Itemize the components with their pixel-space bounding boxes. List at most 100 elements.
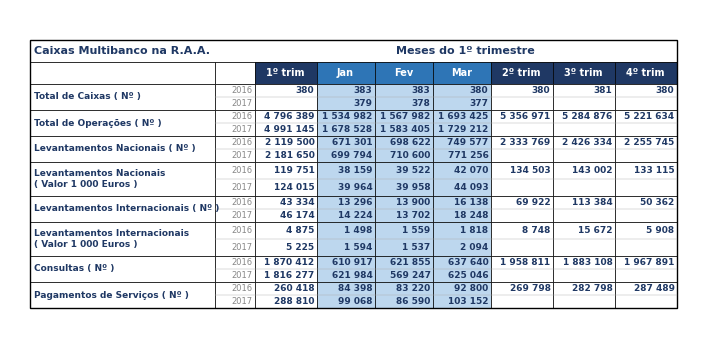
Text: 1 537: 1 537 [402,243,431,252]
Text: 18 248: 18 248 [454,211,489,220]
Bar [215,84,254,110]
Bar [614,84,676,110]
Bar [254,222,316,256]
Bar [491,256,553,282]
Bar [374,136,433,162]
Text: 119 751: 119 751 [274,166,314,175]
Bar [614,282,676,308]
Text: 1 870 412: 1 870 412 [264,258,314,267]
Text: 637 640: 637 640 [448,258,489,267]
Bar [553,282,614,308]
Text: Levantamentos Internacionais
( Valor 1 000 Euros ): Levantamentos Internacionais ( Valor 1 0… [33,229,189,249]
Text: 5 908: 5 908 [647,226,674,235]
Text: 2 333 769: 2 333 769 [501,138,551,147]
Text: 1 559: 1 559 [402,226,431,235]
Text: Levantamentos Nacionais ( Nº ): Levantamentos Nacionais ( Nº ) [33,144,195,153]
Bar [491,110,553,136]
Bar [553,222,614,256]
Text: 2016: 2016 [232,226,253,235]
Text: 5 225: 5 225 [287,243,314,252]
Text: 282 798: 282 798 [572,284,613,293]
Bar [316,62,374,84]
Text: 2017: 2017 [232,271,253,280]
Text: 2016: 2016 [232,166,253,175]
Text: 39 964: 39 964 [337,183,373,192]
Text: 39 522: 39 522 [396,166,431,175]
Text: 2016: 2016 [232,258,253,267]
Text: 2017: 2017 [232,125,253,134]
Text: 381: 381 [594,86,613,95]
Text: 4 875: 4 875 [286,226,314,235]
Bar [30,256,215,282]
Bar [614,62,676,84]
Text: 2 181 650: 2 181 650 [265,151,314,160]
Text: Consultas ( Nº ): Consultas ( Nº ) [33,264,114,274]
Text: 43 334: 43 334 [280,198,314,207]
Text: 1 567 982: 1 567 982 [381,112,431,121]
Text: Meses do 1º trimestre: Meses do 1º trimestre [396,46,535,56]
Bar [316,256,374,282]
Text: 2017: 2017 [232,183,253,192]
Bar [30,40,676,62]
Text: Levantamentos Internacionais ( Nº ): Levantamentos Internacionais ( Nº ) [33,205,219,214]
Bar [553,62,614,84]
Bar [254,84,316,110]
Bar [215,110,254,136]
Text: Mar: Mar [451,68,472,78]
Bar [553,84,614,110]
Bar [491,282,553,308]
Text: 124 015: 124 015 [274,183,314,192]
Text: 3º trim: 3º trim [564,68,603,78]
Text: 84 398: 84 398 [338,284,373,293]
Bar [614,110,676,136]
Bar [433,222,491,256]
Text: 113 384: 113 384 [572,198,613,207]
Text: 380: 380 [470,86,489,95]
Bar [316,282,374,308]
Bar [433,256,491,282]
Text: 1 534 982: 1 534 982 [322,112,373,121]
Bar [254,282,316,308]
Text: 710 600: 710 600 [390,151,431,160]
Text: 378: 378 [412,99,431,108]
Bar [491,162,553,196]
Text: 377: 377 [469,99,489,108]
Bar [614,196,676,222]
Text: 2017: 2017 [232,211,253,220]
Bar [553,110,614,136]
Bar [30,84,215,110]
Bar [433,62,491,84]
Text: Pagamentos de Serviços ( Nº ): Pagamentos de Serviços ( Nº ) [33,291,189,300]
Bar [316,162,374,196]
Text: 2017: 2017 [232,243,253,252]
Text: 2 255 745: 2 255 745 [624,138,674,147]
Bar [30,282,215,308]
Text: 671 301: 671 301 [332,138,373,147]
Bar [254,256,316,282]
Bar [316,110,374,136]
Text: 13 296: 13 296 [338,198,373,207]
Text: 2016: 2016 [232,86,253,95]
Bar [433,110,491,136]
Text: 287 489: 287 489 [633,284,674,293]
Text: 2 094: 2 094 [460,243,489,252]
Bar [254,110,316,136]
Text: 1 594: 1 594 [344,243,373,252]
Bar [30,136,215,162]
Bar [215,196,254,222]
Bar [553,256,614,282]
Bar [614,256,676,282]
Text: 2016: 2016 [232,198,253,207]
Bar [30,62,215,84]
Text: 4 796 389: 4 796 389 [264,112,314,121]
Text: 50 362: 50 362 [640,198,674,207]
Text: 2017: 2017 [232,297,253,306]
Bar [30,162,215,196]
Text: 1 958 811: 1 958 811 [501,258,551,267]
Text: 99 068: 99 068 [338,297,373,306]
Text: 269 798: 269 798 [510,284,551,293]
Bar [491,222,553,256]
Text: 383: 383 [354,86,373,95]
Text: 83 220: 83 220 [396,284,431,293]
Text: 698 622: 698 622 [390,138,431,147]
